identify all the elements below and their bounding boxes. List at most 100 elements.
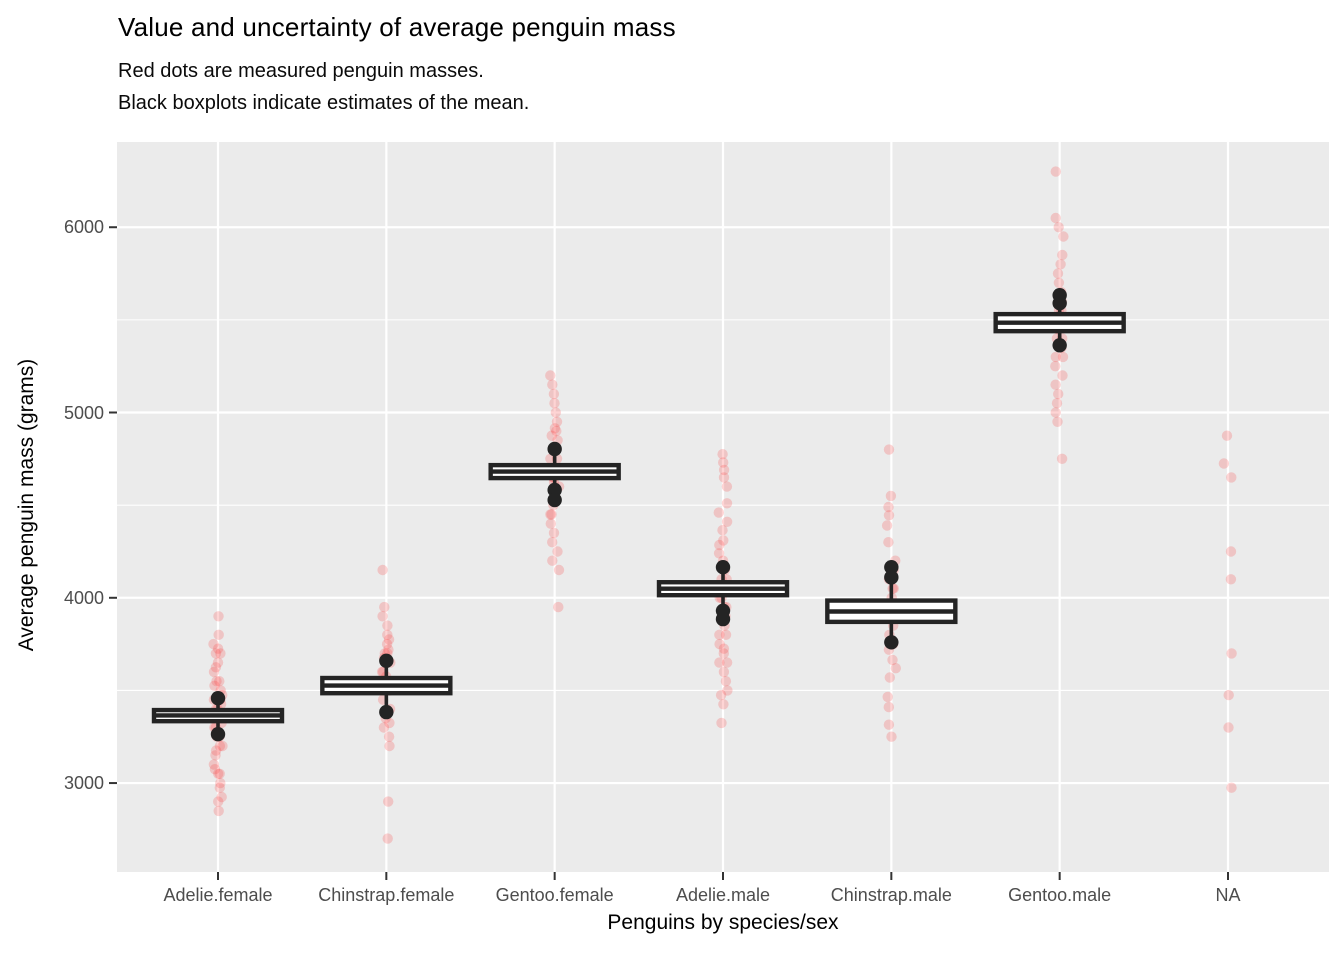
jitter-dot [552,546,563,557]
jitter-dot [714,539,725,551]
jitter-dot [213,611,224,622]
jitter-dot [1056,453,1068,464]
boxplot-outlier-dot [884,560,899,575]
jitter-dot [718,535,729,546]
jitter-dot [717,525,728,536]
jitter-dot [549,398,560,409]
jitter-dot [213,768,224,779]
jitter-dot [384,717,395,729]
jitter-dot [547,537,558,548]
jitter-dot [213,805,224,817]
jitter-dot [718,699,729,710]
jitter-dot [547,555,558,566]
boxplot-outlier-dot [379,704,394,720]
boxplot-outlier-dot [379,653,394,668]
jitter-dot [882,691,893,703]
jitter-dot [884,672,895,683]
x-tick-label: Gentoo.female [495,885,614,905]
jitter-dot [382,833,393,844]
jitter-dot [212,643,224,654]
jitter-dot [722,685,733,696]
jitter-dot [214,768,225,779]
x-tick-label: Adelie.female [163,885,273,905]
jitter-dot [714,638,725,650]
jitter-dot [883,501,894,513]
jitter-dot [377,564,388,576]
jitter-dot [215,648,226,659]
jitter-dot [209,680,220,691]
x-tick-label: Chinstrap.male [830,885,952,905]
x-axis-title: Penguins by species/sex [607,911,839,934]
jitter-dot [1057,370,1068,381]
jitter-dot [551,425,562,437]
jitter-dot [1223,722,1234,733]
jitter-dot [550,407,561,418]
jitter-dot [1221,430,1233,441]
jitter-dot [1050,212,1061,224]
jitter-dot [713,548,725,559]
jitter-dot [1057,249,1068,261]
jitter-dot [715,689,727,701]
jitter-dot [721,657,733,668]
boxplot-outlier-dot [210,691,226,706]
jitter-dot [208,666,220,678]
jitter-dot [1052,416,1063,427]
jitter-dot [887,654,898,666]
y-tick-label: 6000 [63,217,104,238]
jitter-dot [548,527,560,539]
jitter-dot [210,750,221,761]
jitter-dot [378,722,390,733]
jitter-dot [377,611,388,622]
jitter-dot [720,629,732,640]
jitter-dot [548,388,560,400]
jitter-dot [718,472,730,483]
boxplot-outlier-dot [1052,288,1067,303]
jitter-dot [1053,222,1064,233]
jitter-dot [1050,361,1061,372]
jitter-dot [383,796,394,807]
jitter-dot [718,457,729,468]
jitter-dot [382,629,393,640]
jitter-dot [381,638,393,650]
jitter-dot [209,764,221,775]
jitter-dot [208,638,219,650]
jitter-dot [214,676,225,687]
x-tick-label: Gentoo.male [1008,885,1112,905]
jitter-dot [547,379,558,390]
jitter-dot [720,676,732,687]
jitter-dot [721,498,733,509]
boxplot-outlier-dot [715,611,731,627]
jitter-dot [215,777,226,789]
jitter-dot [1057,351,1069,363]
boxplot-outlier-dot [210,727,226,742]
jitter-dot [886,731,897,742]
jitter-dot [883,510,895,521]
jitter-dot [713,507,724,518]
jitter-dot [1218,458,1230,469]
jitter-dot [1223,689,1234,701]
x-tick-label: Adelie.male [675,885,771,905]
jitter-dot [216,791,227,803]
jitter-dot [210,745,222,756]
jitter-dot [718,464,730,476]
jitter-dot [718,643,730,654]
jitter-dot [1055,259,1066,270]
jitter-dot [213,796,224,807]
jitter-dot [1052,268,1064,279]
jitter-dot [881,520,893,531]
jitter-dot [210,662,222,673]
jitter-dot [1050,379,1061,390]
jitter-dot [1053,388,1064,400]
jitter-dot [1050,407,1061,418]
jitter-dot [1051,398,1063,409]
jitter-dot [545,509,556,520]
jitter-dot [1050,351,1062,363]
jitter-dot [379,601,390,613]
chart-subtitle-line-2: Black boxplots indicate estimates of the… [118,92,530,114]
jitter-dot [714,629,725,640]
jitter-dot [549,423,561,434]
boxplot-outlier-dot [884,570,899,585]
jitter-dot [1050,166,1062,177]
